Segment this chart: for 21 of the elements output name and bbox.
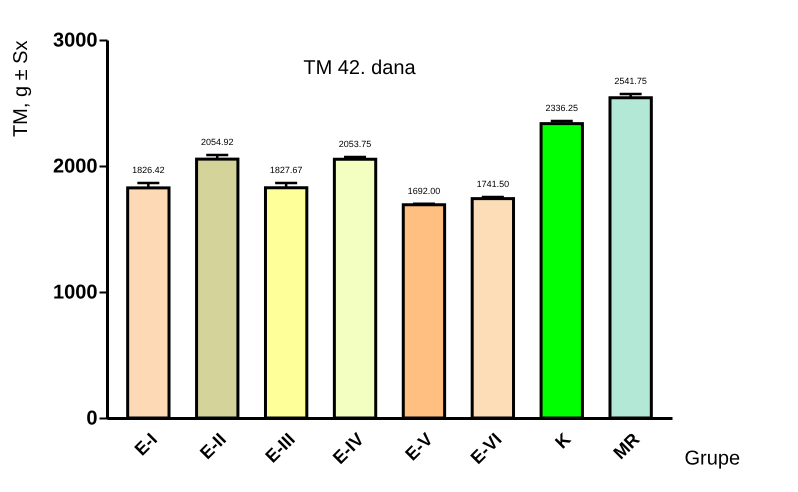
y-axis-title: TM, g ± Sx [10, 40, 32, 138]
x-tick-label: E-V [401, 429, 437, 464]
y-tick-label: 3000 [53, 30, 98, 52]
data-label: 1692.00 [408, 186, 440, 196]
x-axis-title: Grupe [684, 448, 740, 470]
x-tick-label: E-II [196, 429, 230, 464]
text: TM 42. dana [303, 57, 417, 79]
data-label: 2541.75 [614, 76, 647, 86]
data-label: 1827.67 [270, 165, 302, 176]
x-tick-label: E-I [130, 429, 162, 460]
y-tick-label: 2000 [53, 156, 98, 178]
data-label: 2336.25 [545, 103, 578, 114]
data-label: 2054.92 [200, 137, 234, 148]
data-label: 2053.75 [338, 139, 372, 150]
y-tick-label: 1000 [53, 282, 98, 304]
data-label: 1741.50 [476, 178, 510, 189]
x-tick-label: MR [609, 429, 644, 464]
y-tick-label: 0 [86, 408, 98, 430]
x-tick-label: K [551, 429, 574, 452]
x-tick-label: E-III [261, 429, 299, 467]
data-label: 1826.42 [132, 165, 165, 176]
